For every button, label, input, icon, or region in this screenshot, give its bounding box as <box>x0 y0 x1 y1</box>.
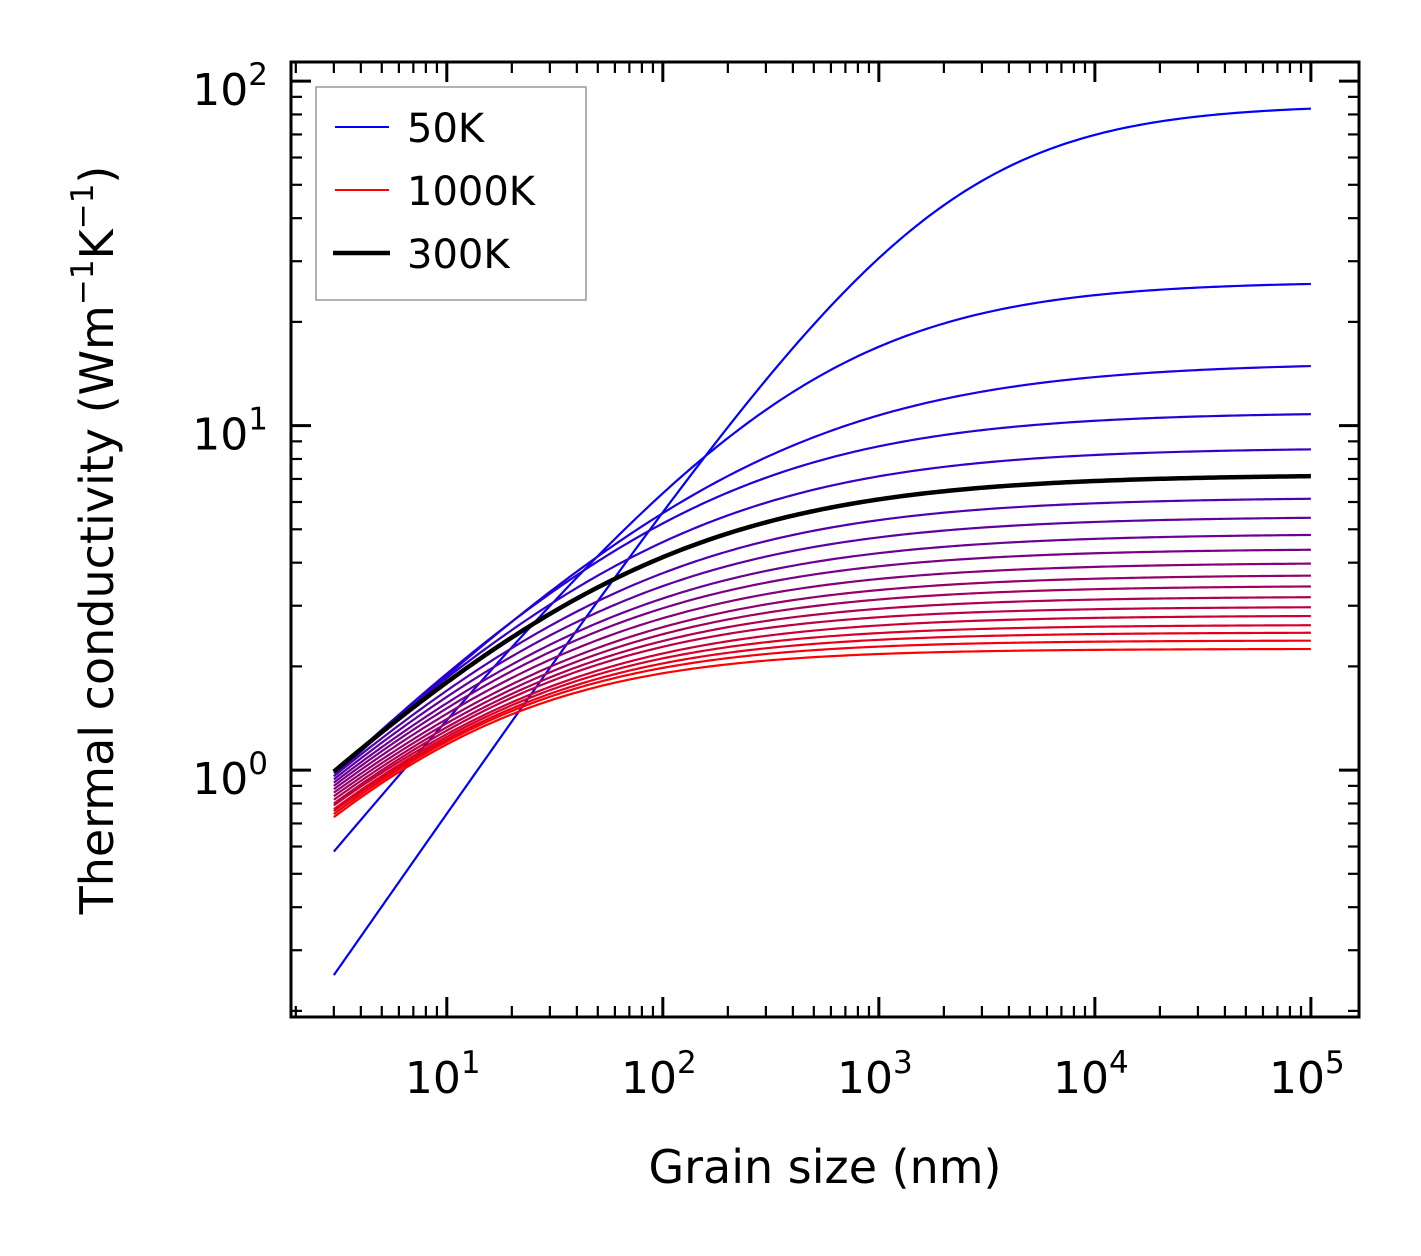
x-tick-label: 105 <box>1269 1045 1345 1104</box>
axis-ticks <box>291 62 1359 1017</box>
x-tick-label: 102 <box>621 1045 697 1104</box>
series-line-450k <box>333 533 1311 784</box>
legend-label-1000k: 1000K <box>407 169 537 215</box>
plot-frame <box>289 60 1361 1019</box>
series-line-300k <box>332 473 1311 774</box>
series-line-150k <box>333 364 1311 778</box>
series-curves <box>332 107 1311 976</box>
series-line-350k <box>333 497 1311 778</box>
series-line-50k <box>332 107 1311 976</box>
series-line-250k <box>333 448 1311 773</box>
series-line-650k <box>333 585 1311 798</box>
series-line-850k <box>333 624 1311 811</box>
series-line-600k <box>333 574 1311 794</box>
legend-label-300k: 300K <box>407 232 511 278</box>
y-tick-label: 102 <box>192 57 268 116</box>
y-tick-labels: 100 101 102 <box>192 57 268 805</box>
legend-frame <box>315 86 587 301</box>
legend: 50K 1000K 300K <box>315 86 587 301</box>
series-line-750k <box>333 606 1311 805</box>
series-line-1000k <box>333 647 1311 819</box>
series-line-400k <box>333 516 1311 781</box>
series-line-900k <box>333 631 1311 813</box>
legend-label-50k: 50K <box>407 106 486 152</box>
series-line-500k <box>333 548 1311 787</box>
x-tick-label: 101 <box>405 1045 481 1104</box>
y-tick-label: 100 <box>192 746 268 805</box>
y-tick-label: 101 <box>192 402 268 461</box>
series-line-950k <box>333 639 1311 816</box>
x-axis-label: Grain size (nm) <box>649 1140 1002 1194</box>
x-tick-label: 104 <box>1053 1045 1129 1104</box>
series-line-700k <box>333 596 1311 801</box>
x-tick-label: 103 <box>837 1045 913 1104</box>
series-line-200k <box>333 413 1311 774</box>
series-line-550k <box>333 562 1311 791</box>
series-line-800k <box>333 614 1311 807</box>
y-axis-label: Thermal conductivity (Wm−1K−1) <box>65 166 124 916</box>
x-tick-labels: 101 102 103 104 105 <box>405 1045 1345 1104</box>
